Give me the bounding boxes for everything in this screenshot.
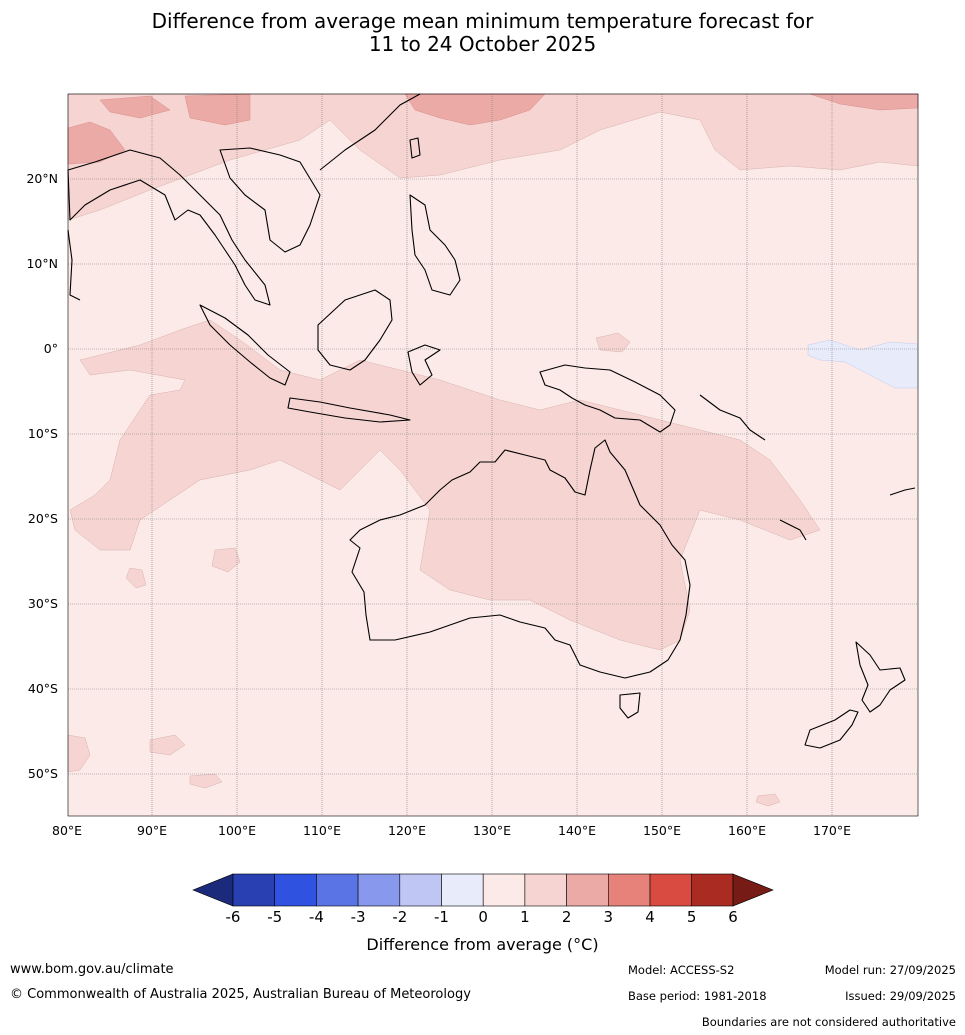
copyright-notice: © Commonwealth of Australia 2025, Austra…	[10, 987, 471, 1002]
lat-label: 10°N	[26, 256, 58, 271]
lon-label: 80°E	[52, 823, 83, 838]
lat-label: 30°S	[27, 596, 58, 611]
colorbar-bin	[649, 873, 693, 907]
coastlines	[67, 93, 916, 749]
lat-label: 10°S	[27, 426, 58, 441]
colorbar-tick: -2	[392, 908, 408, 926]
colorbar-tick: -5	[267, 908, 283, 926]
colorbar-tick: -4	[308, 908, 324, 926]
australia-coast	[349, 439, 691, 679]
colorbar-bin	[524, 873, 567, 907]
colorbar-tick: 3	[603, 908, 614, 926]
anomaly-1-2-regions	[67, 93, 919, 807]
colorbar-bin	[566, 873, 609, 907]
lat-label: 50°S	[27, 766, 58, 781]
mainland-asia	[67, 93, 421, 306]
new-guinea-coast	[539, 364, 676, 433]
colorbar-bin	[316, 873, 359, 907]
new-zealand-north	[855, 641, 906, 713]
colorbar-bin	[274, 873, 317, 907]
colorbar-tick: 0	[478, 908, 488, 926]
model-run-date: Model run: 27/09/2025	[824, 963, 956, 977]
colorbar-bin	[357, 873, 401, 907]
colorbar-tick: -6	[225, 908, 241, 926]
map-title: Difference from average mean minimum tem…	[0, 10, 965, 56]
anomaly-negative-region	[807, 339, 919, 389]
issued-date: Issued: 29/09/2025	[845, 989, 956, 1003]
new-zealand-south	[804, 709, 859, 749]
title-line-1: Difference from average mean minimum tem…	[151, 9, 814, 33]
colorbar-label: Difference from average (°C)	[366, 935, 599, 954]
colorbar-extend-low	[192, 873, 234, 907]
java-coast	[287, 397, 411, 423]
lon-label: 160°E	[728, 823, 767, 838]
borneo-coast	[317, 289, 393, 371]
lon-label: 120°E	[388, 823, 427, 838]
lon-label: 170°E	[813, 823, 852, 838]
website-link[interactable]: www.bom.gov.au/climate	[10, 962, 174, 977]
pacific-islands	[699, 394, 916, 541]
philippines-coast	[409, 194, 461, 296]
lon-label: 150°E	[643, 823, 682, 838]
colorbar-bin	[232, 873, 276, 907]
india-coast	[67, 229, 81, 301]
colorbar-tick: -3	[350, 908, 366, 926]
colorbar-bin	[399, 873, 442, 907]
lat-label: 20°S	[27, 511, 58, 526]
colorbar-bin	[441, 873, 484, 907]
colorbar-tick: 5	[686, 908, 697, 926]
taiwan-coast	[409, 137, 421, 159]
colorbar-bin	[482, 873, 526, 907]
boundaries-note: Boundaries are not considered authoritat…	[701, 1015, 956, 1029]
lon-label: 130°E	[473, 823, 512, 838]
title-line-2: 11 to 24 October 2025	[368, 32, 597, 56]
model-info: Model: ACCESS-S2	[628, 963, 735, 977]
lat-label: 0°	[43, 341, 58, 356]
lon-label: 90°E	[137, 823, 168, 838]
colorbar-extend-high	[732, 873, 774, 907]
colorbar	[192, 873, 774, 907]
base-period: Base period: 1981-2018	[628, 989, 767, 1003]
colorbar-bin	[607, 873, 651, 907]
tasmania-coast	[619, 692, 641, 719]
anomaly-2-3-regions	[67, 93, 919, 165]
colorbar-tick: -1	[434, 908, 449, 926]
lon-label: 110°E	[303, 823, 342, 838]
lon-label: 140°E	[558, 823, 597, 838]
map-frame	[67, 93, 919, 817]
colorbar-bin	[691, 873, 734, 907]
lon-label: 100°E	[218, 823, 257, 838]
colorbar-tick: 2	[561, 908, 572, 926]
colorbar-tick: 1	[520, 908, 530, 926]
colorbar-tick: 4	[645, 908, 655, 926]
sumatra-coast	[199, 304, 291, 386]
sulawesi-coast	[407, 344, 441, 386]
lat-label: 40°S	[27, 681, 58, 696]
colorbar-tick: 6	[728, 908, 738, 926]
graticule	[68, 94, 918, 816]
lat-label: 20°N	[26, 171, 58, 186]
